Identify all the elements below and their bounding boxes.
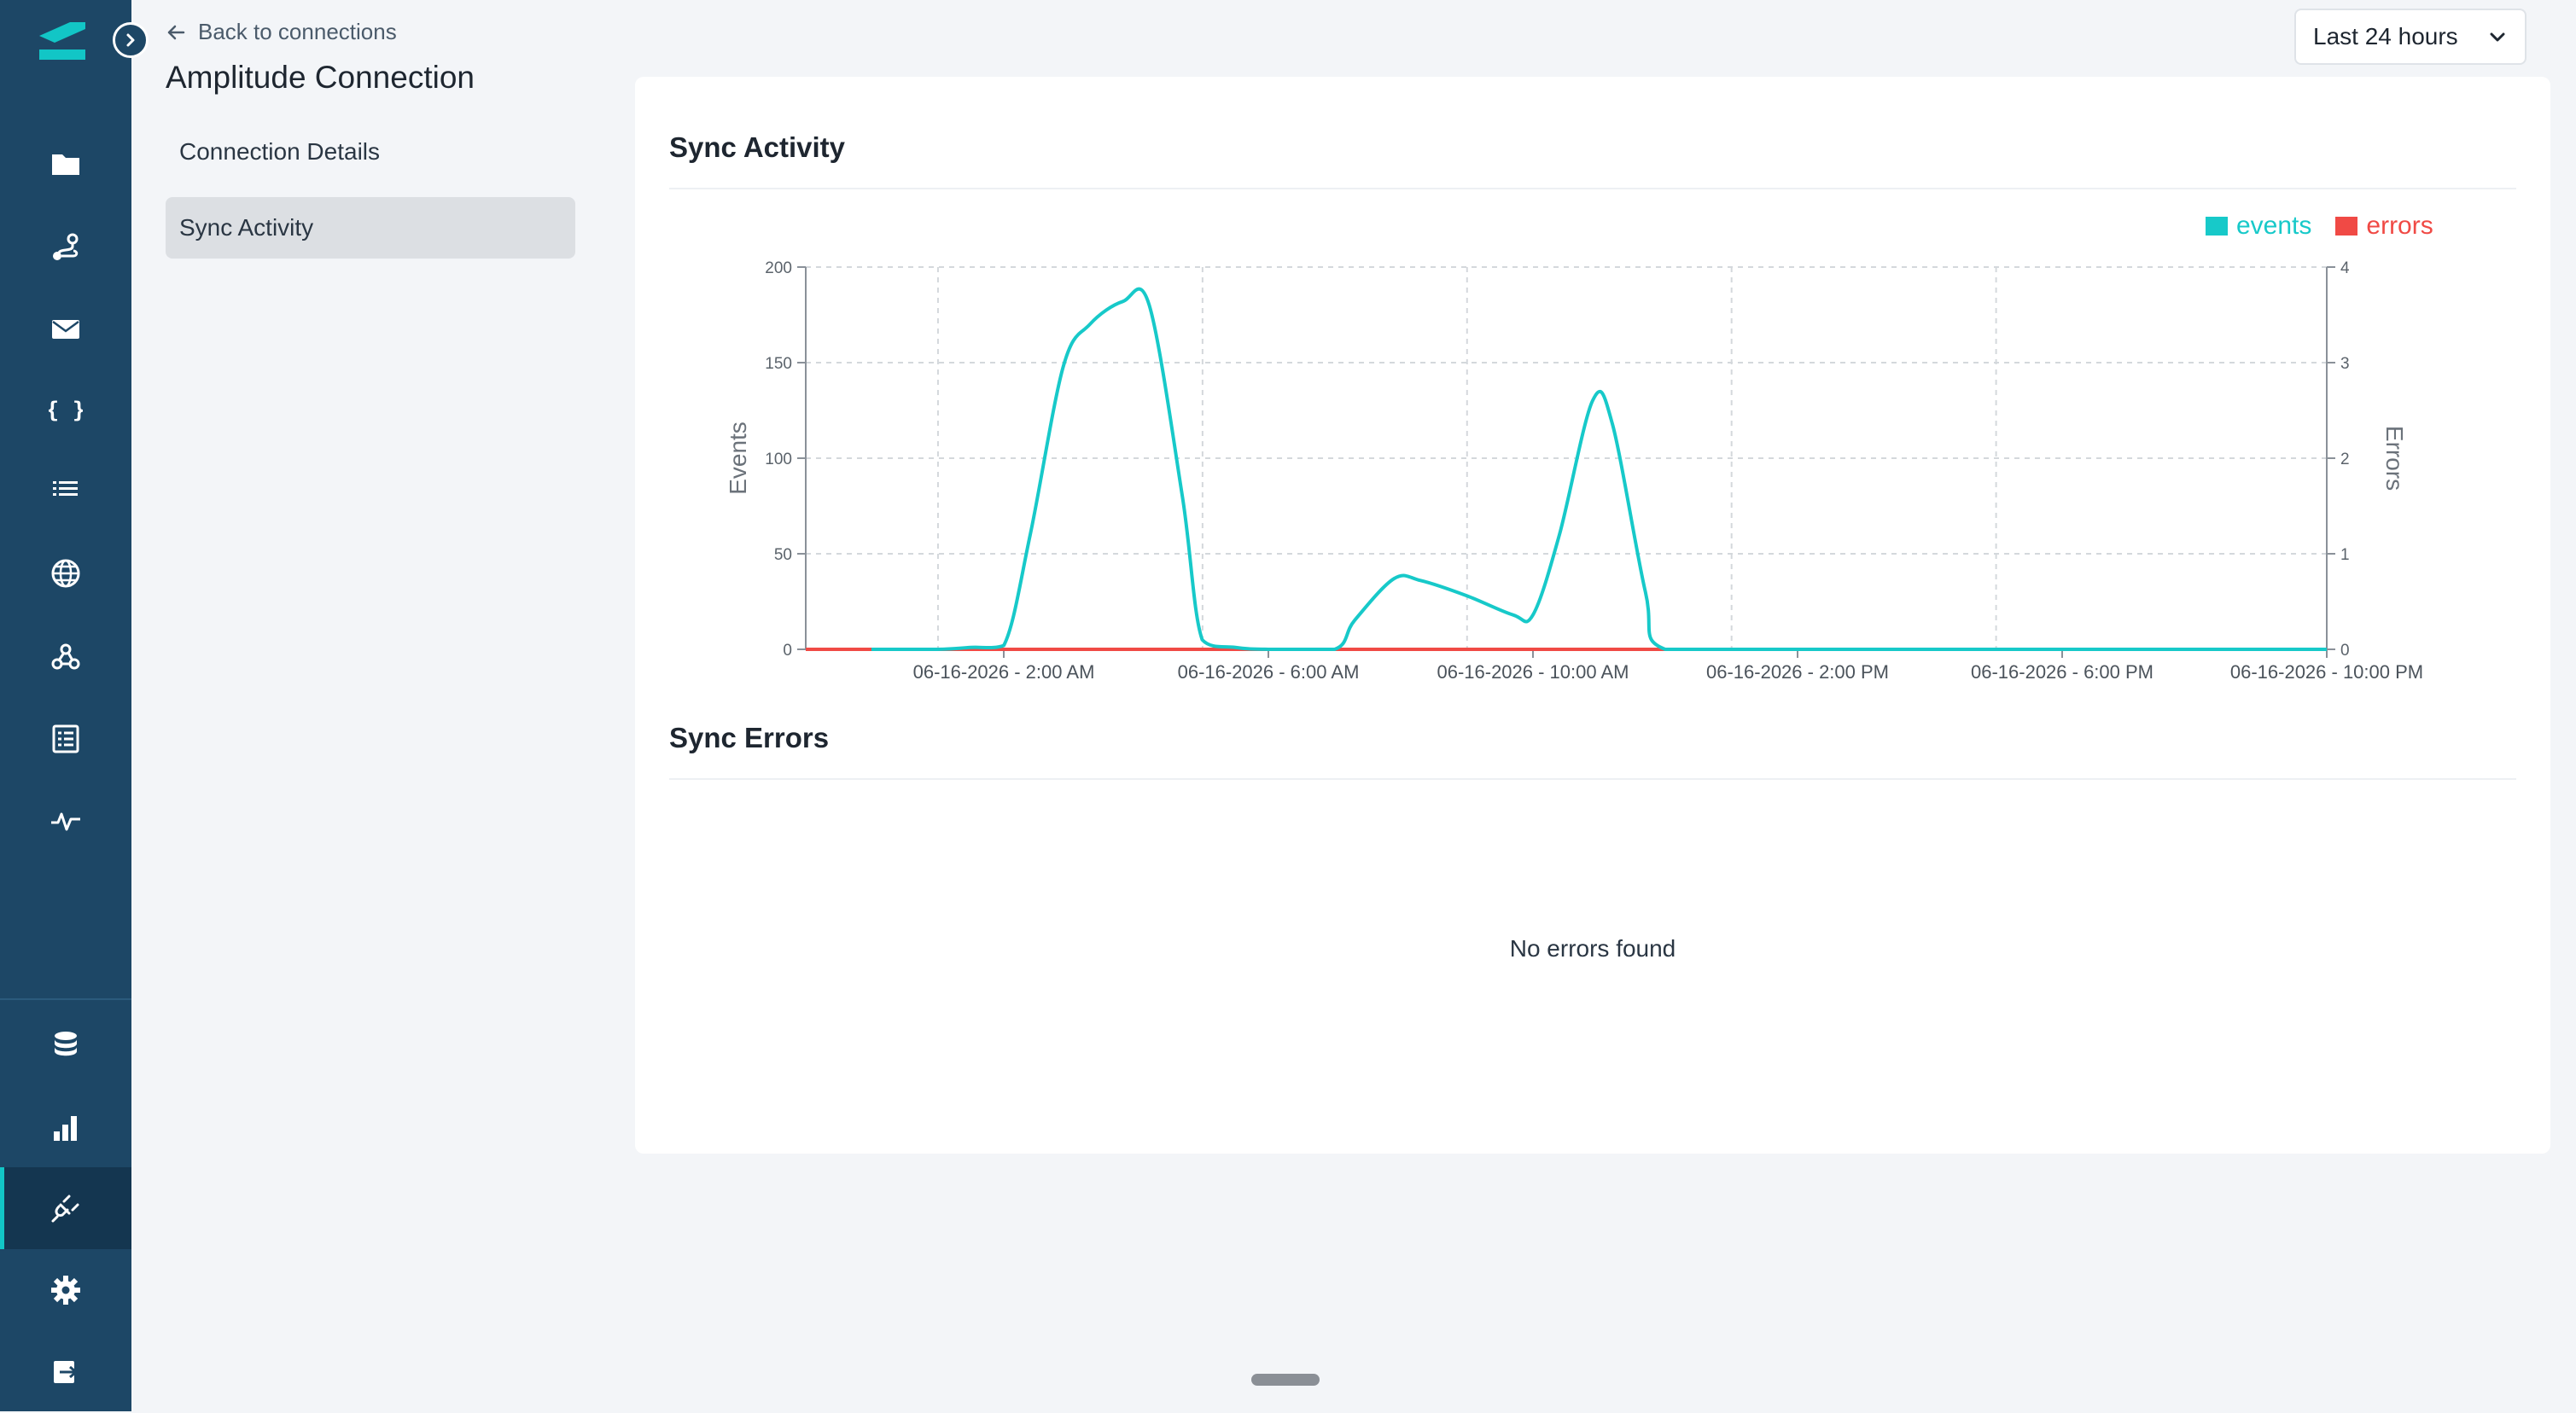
x-tick-label: 06-16-2026 - 2:00 PM — [1706, 661, 1889, 683]
x-tick-label: 06-16-2026 - 10:00 AM — [1437, 661, 1629, 683]
y-tick-label-left: 200 — [765, 259, 792, 277]
plug-icon — [51, 1195, 79, 1223]
mail-icon — [52, 320, 79, 339]
x-tick-label: 06-16-2026 - 6:00 AM — [1178, 661, 1360, 683]
list-icon — [53, 481, 78, 496]
y-tick-label-right: 2 — [2340, 451, 2350, 468]
time-range-value: Last 24 hours — [2313, 23, 2458, 49]
chart-legend: events errors — [2206, 212, 2433, 241]
subnav-connection-details[interactable]: Connection Details — [166, 121, 575, 183]
sidebar-item-plug[interactable] — [0, 1167, 131, 1249]
scroll-handle[interactable] — [1251, 1374, 1320, 1386]
legend-label-errors[interactable]: errors — [2366, 212, 2433, 240]
sidebar-item-activity[interactable] — [0, 780, 131, 862]
subnav-label: Connection Details — [179, 138, 381, 165]
sidebar-item-mail[interactable] — [0, 288, 131, 370]
time-range-select[interactable]: Last 24 hours — [2294, 9, 2526, 65]
route-icon — [53, 233, 79, 260]
arrow-left-icon — [167, 25, 185, 39]
y-axis-title-left: Events — [725, 422, 751, 495]
y-tick-label-left: 0 — [783, 642, 792, 660]
legend-swatch-events — [2206, 217, 2228, 236]
x-tick-label: 06-16-2026 - 2:00 AM — [913, 661, 1095, 683]
sidebar-item-logout[interactable] — [0, 1331, 131, 1413]
webhook-icon — [51, 643, 80, 670]
page-title: Amplitude Connection — [166, 60, 475, 95]
x-tick-label: 06-16-2026 - 6:00 PM — [1971, 661, 2153, 683]
bar-chart-icon — [54, 1116, 77, 1141]
sidebar-item-gear[interactable] — [0, 1249, 131, 1331]
legend-swatch-errors — [2335, 217, 2358, 236]
sidebar-item-webhook[interactable] — [0, 616, 131, 698]
sync-activity-title: Sync Activity — [669, 131, 846, 163]
sidebar-item-braces[interactable]: { } — [0, 369, 131, 451]
chevron-right-icon — [126, 33, 135, 47]
y-tick-label-right: 1 — [2340, 546, 2350, 564]
activity-icon — [51, 812, 80, 831]
back-to-connections-link[interactable]: Back to connections — [166, 19, 397, 45]
y-tick-label-left: 100 — [765, 451, 792, 468]
chevron-down-icon — [2490, 32, 2505, 42]
sidebar-item-table-list[interactable] — [0, 698, 131, 780]
subnav-sync-activity[interactable]: Sync Activity — [166, 197, 575, 259]
series-line-events — [871, 287, 2327, 652]
sidebar-divider — [0, 998, 131, 1000]
sidebar-item-bar-chart[interactable] — [0, 1087, 131, 1169]
braces-icon: { } — [49, 398, 83, 423]
logo-icon — [39, 22, 85, 60]
no-errors-message: No errors found — [1509, 935, 1676, 962]
sync-activity-card: Sync Activity events errors 0 50 100 150 200… — [635, 77, 2550, 1154]
back-link-label: Back to connections — [198, 19, 397, 44]
collapse-sidebar-button[interactable] — [113, 22, 149, 58]
sidebar-item-folder[interactable] — [0, 122, 131, 204]
sidebar-item-database[interactable] — [0, 1003, 131, 1085]
y-tick-label-right: 0 — [2340, 642, 2350, 660]
database-icon — [55, 1032, 77, 1056]
gear-icon — [51, 1276, 80, 1305]
sidebar-item-route[interactable] — [0, 206, 131, 288]
folder-icon — [52, 154, 79, 175]
logout-icon — [54, 1361, 78, 1383]
sidebar-item-globe[interactable] — [0, 532, 131, 614]
y-tick-label-left: 50 — [774, 546, 792, 564]
x-tick-label: 06-16-2026 - 10:00 PM — [2230, 661, 2423, 683]
section-divider — [669, 778, 2516, 780]
section-divider — [669, 188, 2516, 189]
y-tick-label-right: 3 — [2340, 355, 2350, 373]
y-tick-label-right: 4 — [2340, 259, 2350, 277]
y-tick-label-left: 150 — [765, 355, 792, 373]
sidebar-item-list[interactable] — [0, 448, 131, 530]
sync-errors-title: Sync Errors — [669, 722, 830, 753]
legend-label-events[interactable]: events — [2236, 212, 2312, 240]
sync-activity-chart: 0 50 100 150 200 0 1 2 3 4 06-16-2026 - 2:00 AM 06-… — [725, 259, 2423, 683]
sidebar: { } — [0, 0, 131, 1411]
globe-icon — [51, 559, 80, 588]
table-list-icon — [52, 724, 79, 753]
y-axis-title-right: Errors — [2381, 426, 2408, 491]
subnav-label: Sync Activity — [179, 214, 314, 241]
svg-text:{ }: { } — [49, 398, 83, 423]
